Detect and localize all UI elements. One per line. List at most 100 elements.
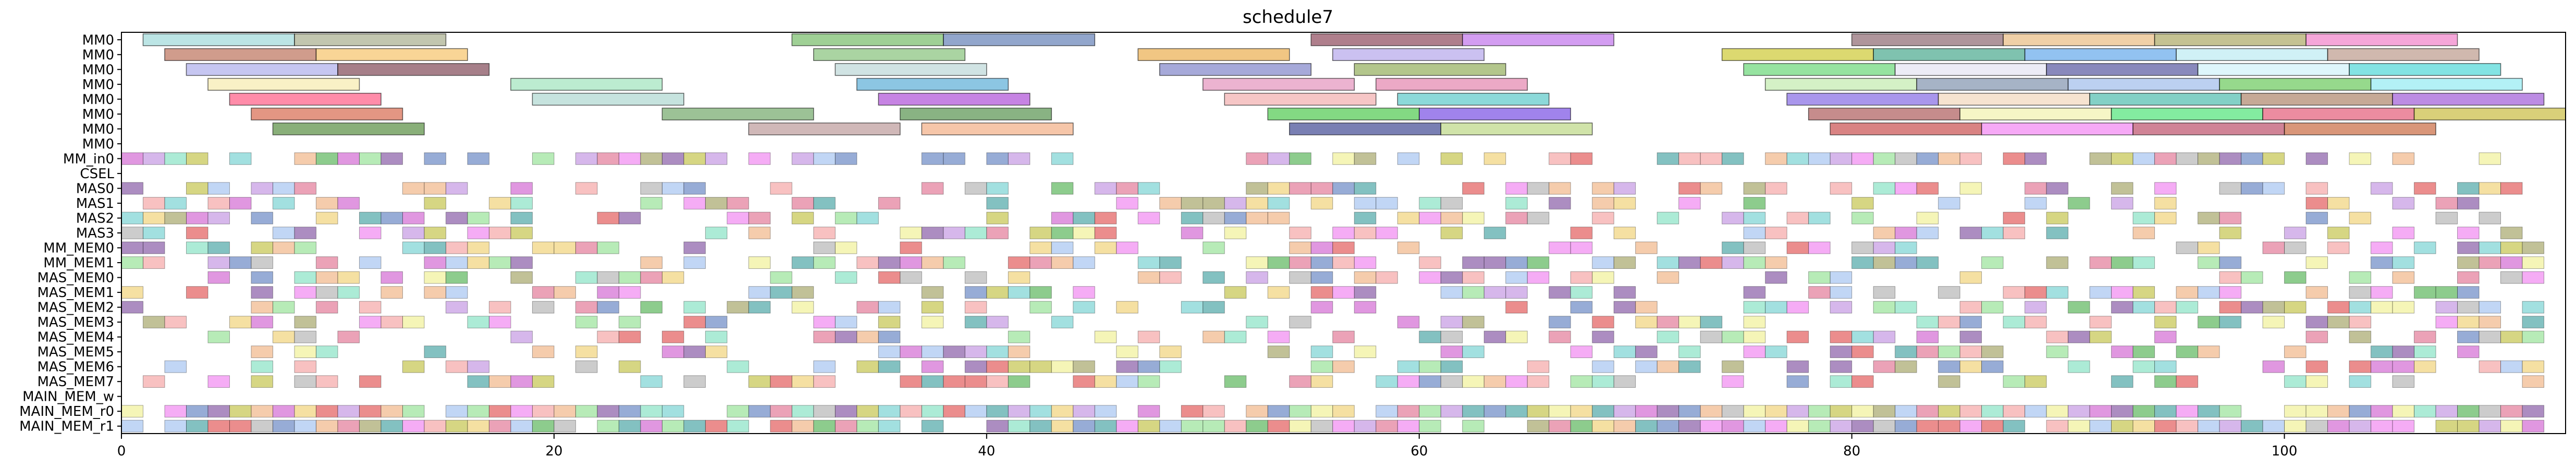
- schedule-cell: [943, 405, 965, 418]
- schedule-cell: [1137, 375, 1160, 388]
- schedule-cell: [640, 256, 663, 269]
- schedule-cell: [445, 405, 468, 418]
- schedule-cell: [900, 256, 922, 269]
- schedule-cell: [640, 271, 663, 284]
- schedule-cell: [2198, 256, 2220, 269]
- schedule-cell: [2046, 419, 2069, 433]
- schedule-cell: [2500, 405, 2523, 418]
- schedule-cell: [1354, 256, 1377, 269]
- schedule-cell: [1635, 301, 1658, 314]
- schedule-cell: [683, 241, 706, 254]
- schedule-cell: [164, 152, 187, 165]
- schedule-cell: [2392, 256, 2415, 269]
- gantt-bar: [921, 122, 1074, 135]
- schedule-cell: [1873, 152, 1896, 165]
- gantt-bar: [186, 63, 338, 76]
- schedule-cell: [1376, 197, 1398, 209]
- schedule-cell: [2392, 360, 2415, 373]
- schedule-cell: [510, 405, 533, 418]
- schedule-cell: [2305, 256, 2328, 269]
- schedule-cell: [359, 212, 382, 225]
- schedule-cell: [2003, 419, 2026, 433]
- schedule-cell: [1483, 152, 1506, 165]
- schedule-cell: [683, 197, 706, 209]
- schedule-cell: [1895, 182, 1917, 195]
- schedule-cell: [2457, 197, 2480, 209]
- schedule-cell: [640, 152, 663, 165]
- schedule-cell: [1570, 375, 1593, 388]
- schedule-cell: [2219, 301, 2242, 314]
- row-label: MM0: [82, 121, 114, 137]
- schedule-cell: [1116, 375, 1138, 388]
- schedule-cell: [597, 330, 619, 343]
- schedule-cell: [402, 405, 425, 418]
- schedule-cell: [683, 301, 706, 314]
- schedule-cell: [2414, 405, 2436, 418]
- schedule-cell: [575, 271, 598, 284]
- schedule-cell: [315, 271, 338, 284]
- schedule-cell: [1678, 405, 1701, 418]
- schedule-cell: [402, 419, 425, 433]
- schedule-cell: [748, 212, 771, 225]
- schedule-cell: [2479, 256, 2501, 269]
- schedule-cell: [1830, 405, 1853, 418]
- schedule-cell: [2327, 316, 2350, 329]
- schedule-cell: [1613, 375, 1636, 388]
- schedule-cell: [1008, 405, 1031, 418]
- schedule-cell: [1678, 345, 1701, 359]
- schedule-cell: [1981, 360, 2004, 373]
- schedule-cell: [294, 405, 316, 418]
- schedule-cell: [1722, 152, 1744, 165]
- schedule-cell: [1354, 197, 1377, 209]
- schedule-cell: [1635, 419, 1658, 433]
- schedule-cell: [510, 182, 533, 195]
- schedule-cell: [1570, 152, 1593, 165]
- schedule-cell: [2003, 405, 2026, 418]
- schedule-cell: [727, 419, 749, 433]
- schedule-cell: [272, 301, 295, 314]
- gantt-bar: [2305, 33, 2458, 46]
- schedule-cell: [2284, 419, 2307, 433]
- schedule-cell: [1332, 286, 1355, 299]
- schedule-cell: [878, 405, 901, 418]
- schedule-cell: [1224, 330, 1247, 343]
- schedule-cell: [921, 301, 944, 314]
- schedule-cell: [2305, 316, 2328, 329]
- schedule-cell: [1440, 197, 1463, 209]
- schedule-cell: [510, 212, 533, 225]
- schedule-cell: [381, 316, 403, 329]
- schedule-cell: [2371, 301, 2393, 314]
- schedule-cell: [2154, 152, 2177, 165]
- schedule-cell: [1613, 256, 1636, 269]
- schedule-cell: [2479, 405, 2501, 418]
- schedule-cell: [1830, 345, 1853, 359]
- schedule-cell: [186, 227, 208, 239]
- schedule-cell: [467, 360, 489, 373]
- schedule-cell: [1657, 316, 1679, 329]
- schedule-cell: [1051, 182, 1074, 195]
- gantt-bar: [2370, 78, 2523, 91]
- schedule-cell: [2479, 419, 2501, 433]
- schedule-cell: [488, 227, 511, 239]
- schedule-cell: [575, 241, 598, 254]
- schedule-cell: [921, 405, 944, 418]
- schedule-cell: [1678, 197, 1701, 209]
- schedule-cell: [1310, 345, 1333, 359]
- gantt-bar: [2413, 107, 2566, 121]
- schedule-cell: [2522, 316, 2545, 329]
- schedule-cell: [964, 316, 987, 329]
- schedule-cell: [1981, 345, 2004, 359]
- gantt-bar: [1354, 63, 1506, 76]
- schedule-cell: [2025, 152, 2047, 165]
- schedule-cell: [1116, 241, 1138, 254]
- schedule-cell: [294, 375, 316, 388]
- gantt-bar: [2089, 93, 2242, 106]
- schedule-cell: [2132, 227, 2155, 239]
- schedule-cell: [2262, 419, 2285, 433]
- schedule-cell: [445, 271, 468, 284]
- schedule-cell: [835, 271, 857, 284]
- schedule-cell: [1981, 405, 2004, 418]
- schedule-cell: [1916, 405, 1939, 418]
- schedule-cell: [1505, 330, 1528, 343]
- schedule-cell: [2327, 241, 2350, 254]
